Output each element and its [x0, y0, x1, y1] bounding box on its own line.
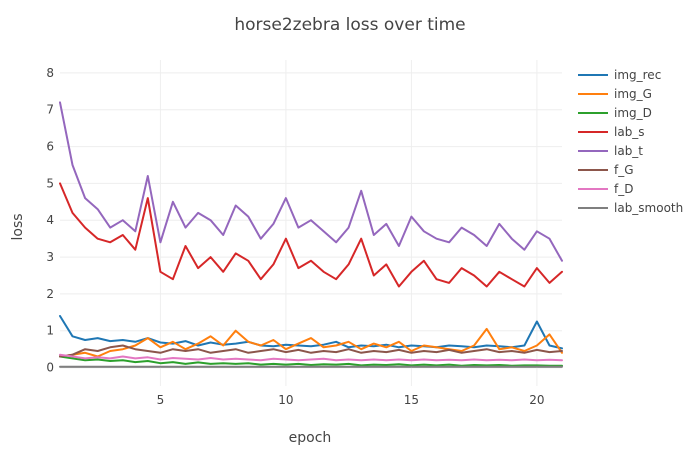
legend-label-img-G: img_G [614, 87, 652, 101]
y-tick-label: 5 [46, 176, 54, 190]
y-tick-label: 4 [46, 213, 54, 227]
series-line-lab-s [59, 182, 563, 288]
legend-label-lab-smooth: lab_smooth [614, 201, 683, 215]
x-tick-label: 20 [529, 393, 544, 407]
y-tick-label: 8 [46, 66, 54, 80]
x-tick-label: 5 [157, 393, 165, 407]
y-tick-label: 7 [46, 103, 54, 117]
legend-label-lab-s: lab_s [614, 125, 645, 139]
x-tick-label: 10 [278, 393, 293, 407]
series-line-img-G [59, 327, 563, 358]
x-axis-ticks: 5 10 15 20 [157, 393, 545, 407]
series-line-f-G [59, 344, 563, 358]
series-line-img-rec [59, 315, 563, 350]
y-tick-label: 6 [46, 140, 54, 154]
y-tick-label: 0 [46, 361, 54, 375]
legend-label-img-rec: img_rec [614, 68, 661, 82]
legend-label-lab-t: lab_t [614, 144, 643, 158]
legend-label-img-D: img_D [614, 106, 652, 120]
series-lines [59, 101, 563, 368]
legend-label-f-D: f_D [614, 182, 633, 196]
legend: img_rec img_G img_D lab_s lab_t f_G f_D lab_smo… [578, 68, 683, 215]
series-line-img-D [59, 355, 563, 367]
x-axis-title: epoch [289, 430, 332, 446]
y-axis-title: loss [10, 213, 26, 240]
x-tick-label: 15 [404, 393, 419, 407]
chart-title: horse2zebra loss over time [234, 15, 465, 35]
y-axis-ticks: 0 1 2 3 4 5 6 7 8 [46, 66, 54, 375]
series-line-f-D [59, 353, 563, 362]
y-tick-label: 2 [46, 287, 54, 301]
y-tick-label: 1 [46, 324, 54, 338]
legend-label-f-G: f_G [614, 163, 634, 177]
y-tick-label: 3 [46, 250, 54, 264]
series-line-lab-t [59, 101, 563, 262]
